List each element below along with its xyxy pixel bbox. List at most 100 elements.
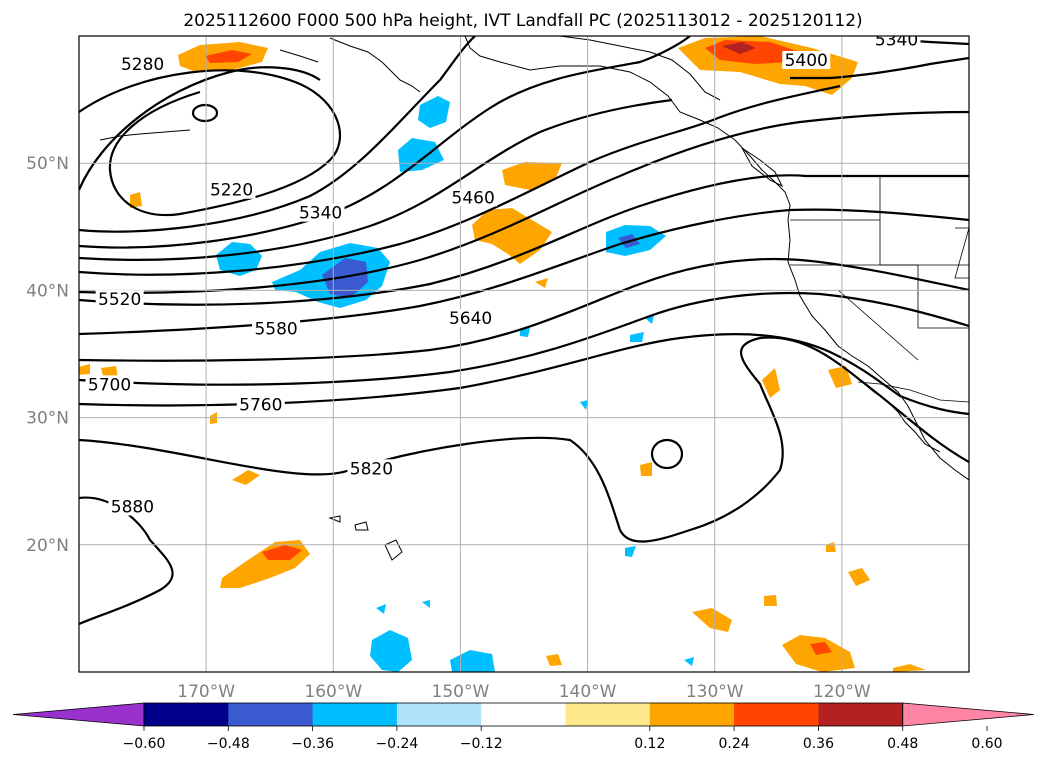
coastline-hawaii xyxy=(384,539,403,561)
shade-blue xyxy=(630,332,644,342)
shade-blue xyxy=(376,604,386,614)
colorbar-tick-label: −0.36 xyxy=(291,736,334,752)
contour-label-gap xyxy=(347,459,396,478)
shade-red xyxy=(810,642,832,655)
longitude-label: 140°W xyxy=(559,682,617,702)
shade-blue xyxy=(580,400,588,410)
shade-orange xyxy=(79,364,90,375)
colorbar-segment xyxy=(312,703,398,726)
longitude-label: 120°W xyxy=(813,682,871,702)
colorbar-tick-label: −0.60 xyxy=(123,736,166,752)
colorbar-tick-label: 0.60 xyxy=(971,736,1002,752)
longitude-label: 130°W xyxy=(686,682,744,702)
coastline-aleutians xyxy=(329,37,421,93)
colorbar-segment xyxy=(818,703,904,726)
ivt-shading-layer xyxy=(79,36,926,672)
border-us-mexico xyxy=(857,381,969,403)
longitude-label: 170°W xyxy=(177,682,235,702)
height-contour xyxy=(79,66,321,191)
contour-labels: 5280 5220 5340 5460 5520 5580 5640 5700 5760 5820… xyxy=(85,31,921,517)
contour-label-gap xyxy=(296,203,345,222)
latitude-label: 40°N xyxy=(26,281,69,301)
colorbar-segment xyxy=(649,703,735,726)
height-contour xyxy=(79,36,476,233)
height-contour xyxy=(650,438,684,470)
colorbar-frame xyxy=(143,702,904,727)
longitude-label: 150°W xyxy=(432,682,490,702)
contour-label-gap xyxy=(872,36,921,49)
shade-red xyxy=(205,50,252,63)
longitude-labels: 170°W 160°W 150°W 140°W 130°W 120°W xyxy=(177,682,871,702)
colorbar-tick-label: −0.48 xyxy=(207,736,250,752)
contour-label: 5280 xyxy=(121,55,164,75)
contour-label: 5220 xyxy=(210,181,253,201)
contour-label: 5520 xyxy=(98,290,141,310)
colorbar-segment xyxy=(734,703,819,726)
colorbar-extend-low xyxy=(12,702,145,727)
coastline-north-america xyxy=(464,36,969,481)
colorbar-tick-label: 0.24 xyxy=(719,736,750,752)
contour-label-gap xyxy=(782,50,831,69)
colorbar-tick-label: 0.12 xyxy=(634,736,665,752)
border-state xyxy=(790,264,969,329)
height-contour xyxy=(79,291,969,386)
shade-darkred xyxy=(722,42,756,54)
height-contour xyxy=(79,84,841,276)
colorbar xyxy=(12,702,1034,727)
shade-orange xyxy=(764,595,777,606)
contour-label-gap xyxy=(118,54,167,73)
height-contour xyxy=(790,56,969,80)
shade-orange xyxy=(232,470,260,485)
height-contour xyxy=(79,257,969,362)
contour-label-gap xyxy=(446,309,495,328)
contour-label: 5820 xyxy=(350,459,393,479)
colorbar-segment xyxy=(144,703,229,726)
height-contour xyxy=(79,332,969,416)
colorbar-segment xyxy=(228,703,314,726)
shade-orange xyxy=(848,568,870,586)
colorbar-segment xyxy=(565,703,651,726)
colorbar-tick-label: −0.12 xyxy=(460,736,503,752)
shade-blue xyxy=(418,96,450,128)
shade-orange xyxy=(130,192,142,208)
height-contour xyxy=(79,98,673,261)
latitude-label: 20°N xyxy=(26,536,69,556)
latitude-labels: 50°N 40°N 30°N 20°N xyxy=(26,154,69,556)
coastline-aleutians xyxy=(99,129,191,141)
contour-label-gap xyxy=(207,180,256,199)
shade-orange xyxy=(828,366,852,388)
coastline-hawaii xyxy=(354,521,369,531)
shade-red xyxy=(262,545,302,560)
coastline-aleutians xyxy=(279,49,319,63)
border-state xyxy=(790,219,969,266)
contour-label-gap xyxy=(449,188,498,207)
contour-label: 5580 xyxy=(254,319,297,339)
colorbar-tick-label: −0.24 xyxy=(375,736,418,752)
shade-orange xyxy=(893,664,926,672)
shade-blue xyxy=(520,328,530,337)
graticule xyxy=(79,36,969,672)
colorbar-tick-label: 0.48 xyxy=(887,736,918,752)
shade-blue xyxy=(684,657,694,666)
latitude-label: 50°N xyxy=(26,154,69,174)
map-background xyxy=(79,36,969,672)
contour-label: 5760 xyxy=(239,396,282,416)
contour-label-gap xyxy=(85,375,134,394)
contour-label: 5340 xyxy=(875,31,918,51)
border-state xyxy=(954,227,969,279)
height-contour xyxy=(79,174,969,306)
contour-label-gap xyxy=(252,319,301,338)
height-contour xyxy=(191,103,219,123)
shade-orange xyxy=(762,368,780,398)
shade-blue xyxy=(422,600,430,608)
latitude-label: 30°N xyxy=(26,409,69,429)
colorbar-segment xyxy=(396,703,482,726)
contour-label: 5400 xyxy=(785,51,828,71)
longitude-label: 160°W xyxy=(304,682,362,702)
shade-blue xyxy=(450,650,495,672)
colorbar-tick-label: 0.36 xyxy=(803,736,834,752)
contour-label: 5700 xyxy=(88,375,131,395)
height-contour xyxy=(79,110,969,294)
colorbar-extend-high xyxy=(902,702,1034,727)
